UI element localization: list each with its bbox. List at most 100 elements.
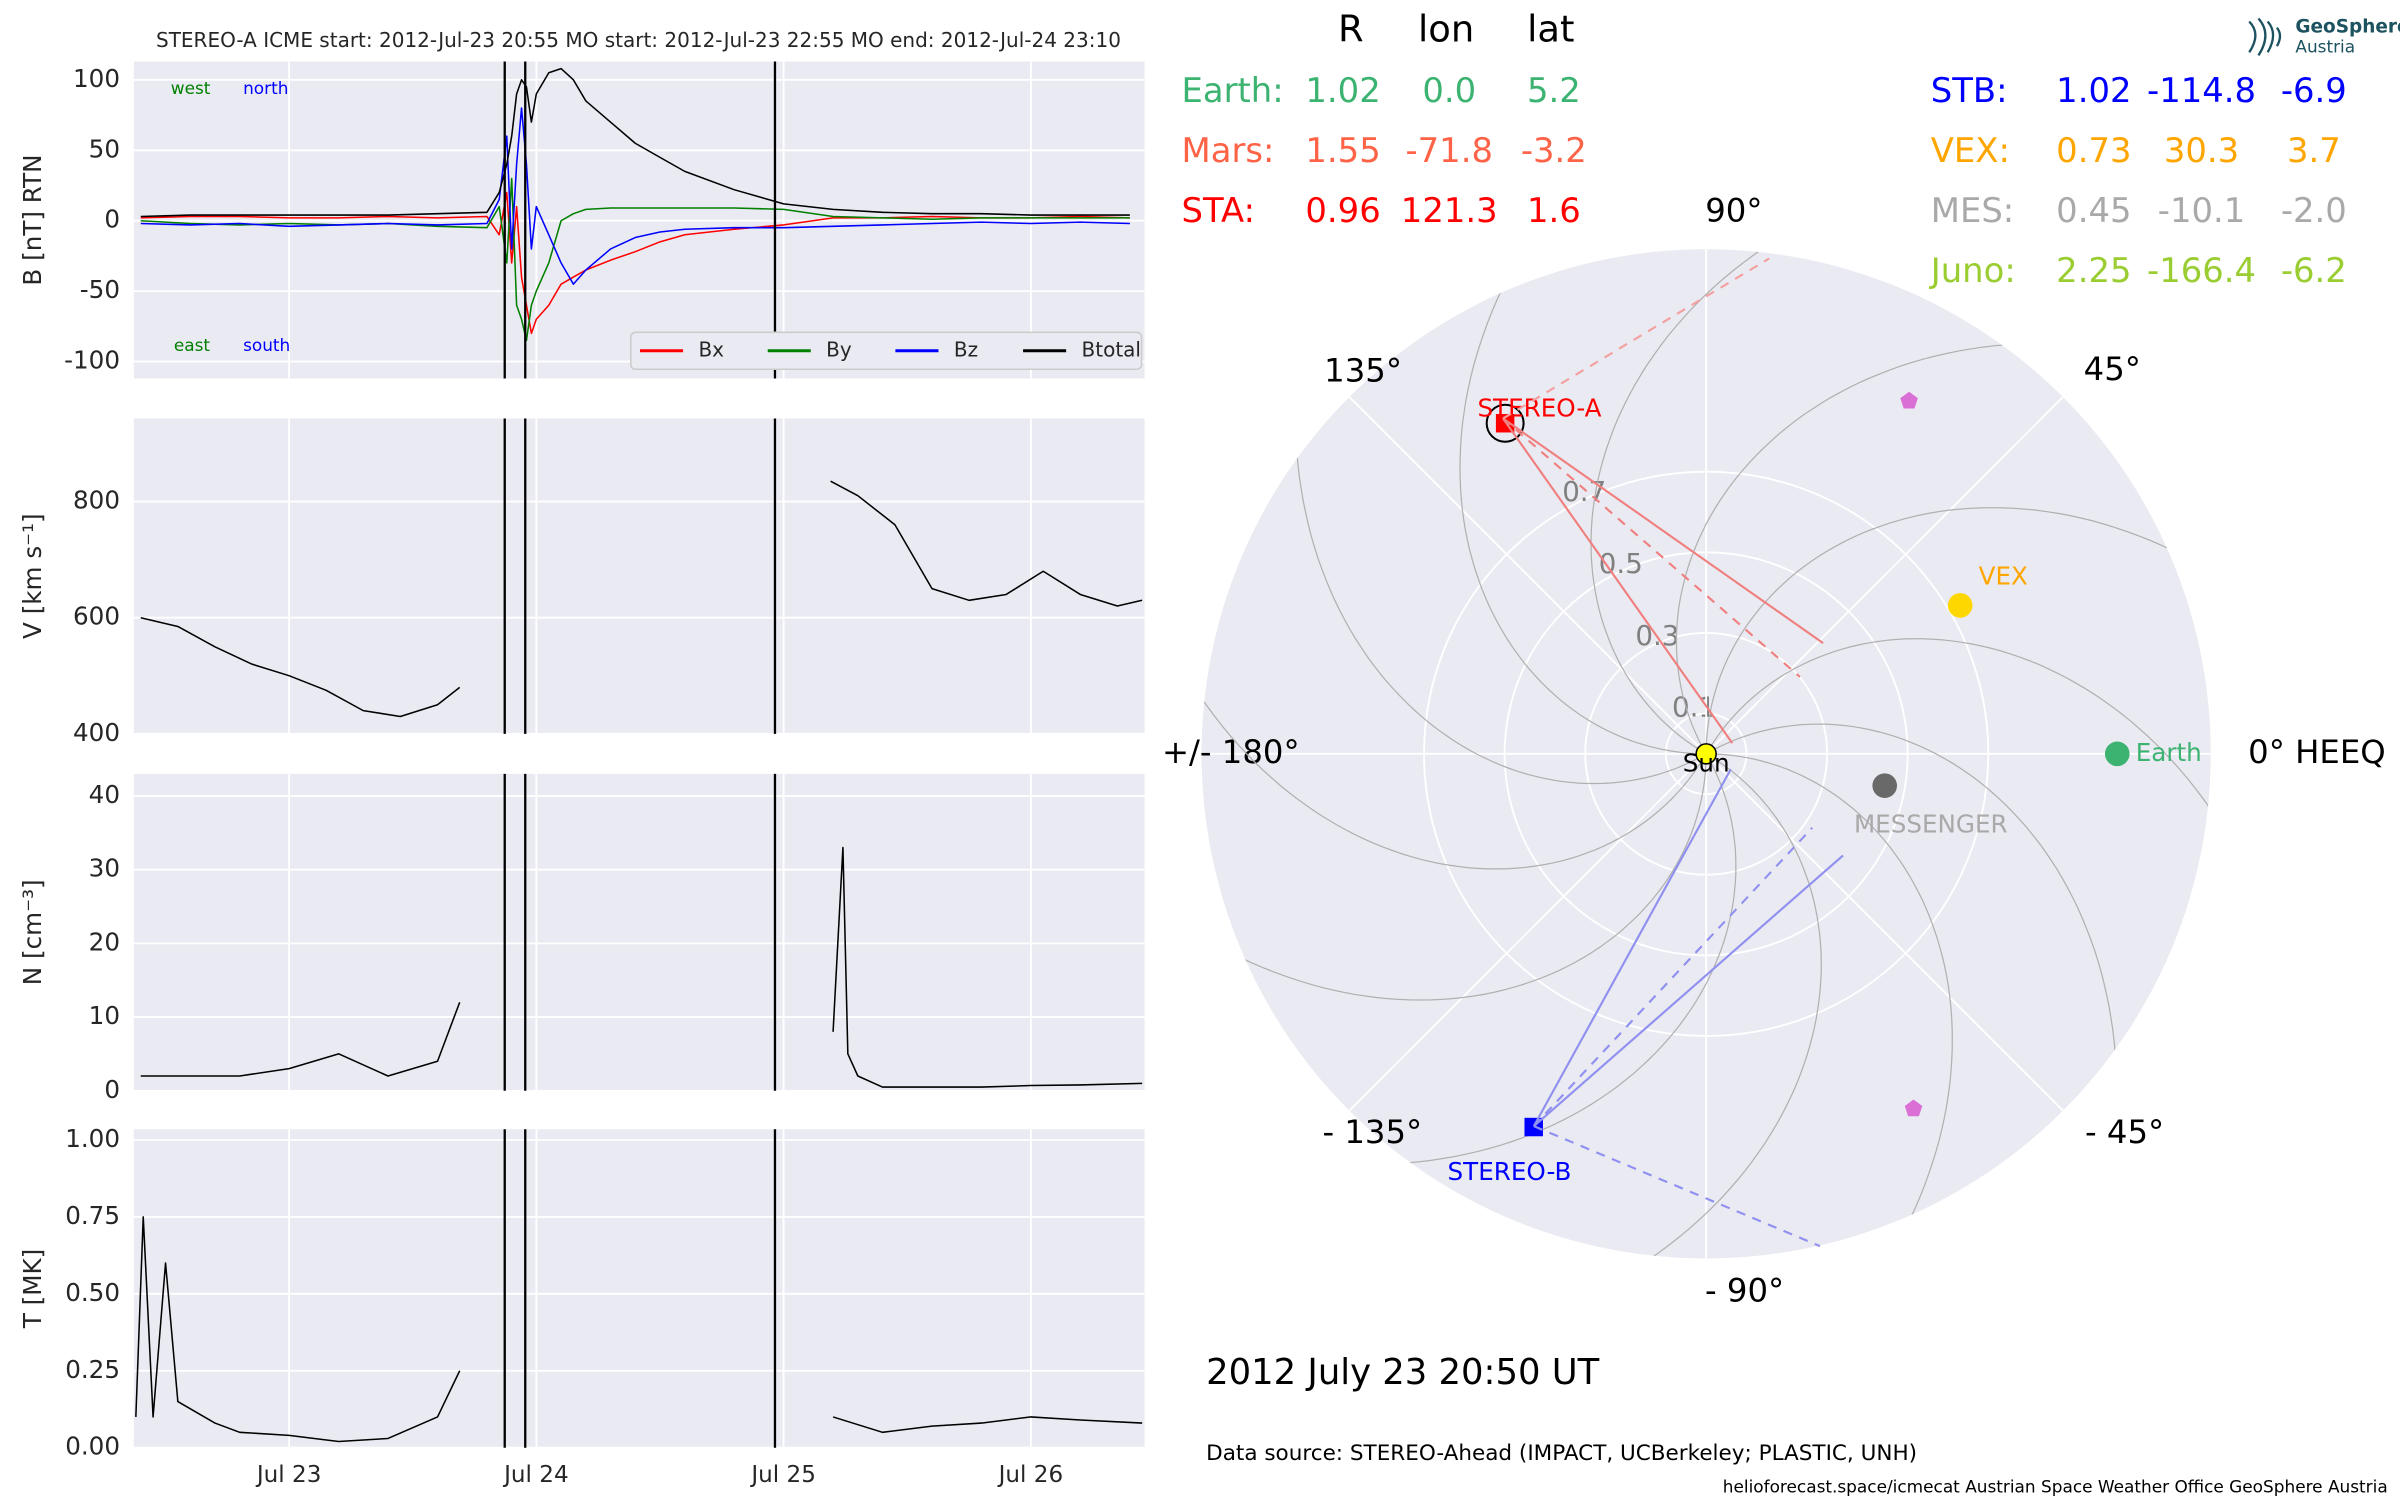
body-marker [1695, 743, 1717, 765]
x-tick-label: Jul 25 [749, 1462, 816, 1488]
spiral-line [1706, 753, 1953, 1259]
theta-tick-label: - 135° [1322, 1113, 1422, 1151]
fov-line [1502, 417, 1734, 744]
marker [1904, 1099, 1923, 1117]
y-axis-label: T [MK] [18, 1249, 47, 1329]
y-tick-label: 50 [89, 134, 120, 163]
table-row-name: MES: [1931, 191, 2014, 230]
table-row-name: STB: [1931, 71, 2008, 110]
plot-background [133, 1129, 1145, 1448]
x-tick-label: Jul 24 [502, 1462, 569, 1488]
data-line [135, 1216, 1143, 1443]
y-axis-label: N [cm⁻³] [18, 879, 47, 985]
body-marker [2104, 741, 2130, 767]
table-row-name: VEX: [1931, 131, 2010, 170]
highlight-ring [1485, 403, 1525, 443]
y-tick-label: 40 [89, 780, 120, 809]
table-cell: 1.02 [1305, 71, 1380, 110]
data-line [140, 480, 1143, 718]
table-cell: 1.02 [2056, 71, 2131, 110]
y-tick-label: 0.75 [65, 1201, 120, 1230]
panel: Jul 23 Jul 24 Jul 25 Jul 26 0.00 0.25 0.50 0.75… [18, 1124, 1145, 1488]
body-marker [1872, 773, 1898, 798]
fov-line [1502, 417, 1824, 644]
spiral-line [1705, 507, 2211, 754]
body-label: STEREO-A [1477, 393, 1601, 422]
spiral-line [1459, 249, 1707, 755]
body-label: Earth [2136, 738, 2202, 767]
theta-tick-label: +/- 180° [1162, 733, 1300, 771]
legend-label: By [826, 337, 852, 361]
grid-spoke [1705, 396, 2064, 755]
table-cell: 2.25 [2056, 251, 2131, 290]
table-cell: 0.45 [2056, 191, 2131, 230]
legend-label: Bz [954, 337, 978, 361]
y-tick-label: 0.25 [65, 1355, 120, 1384]
body-label: STEREO-B [1448, 1157, 1572, 1186]
annotation: north [243, 78, 288, 98]
body-label: MESSENGER [1854, 810, 2008, 839]
y-tick-label: 0 [104, 1075, 120, 1104]
table-row-name: Juno: [1929, 251, 2016, 290]
table-cell: 0.96 [1305, 191, 1380, 230]
table-cell: -2.0 [2281, 191, 2347, 230]
legend-label: Bx [698, 337, 724, 361]
y-tick-label: 100 [73, 64, 120, 93]
x-tick-label: Jul 23 [255, 1462, 322, 1488]
y-tick-label: 600 [73, 602, 120, 631]
table-cell: 30.3 [2164, 131, 2239, 170]
y-tick-label: 0 [104, 205, 120, 234]
panel: 0 10 20 30 40 N [cm⁻³] [18, 773, 1145, 1104]
marker [1900, 391, 1918, 409]
fov-line [1533, 854, 1844, 1127]
grid-spoke [1348, 396, 1707, 755]
panel: 400 600 800 V [km s⁻¹] [18, 418, 1145, 747]
y-tick-label: 1.00 [65, 1124, 120, 1153]
spiral-line [1705, 638, 2211, 1038]
spiral-line [1590, 249, 1991, 755]
table-cell: -3.2 [1521, 131, 1587, 170]
table-cell: -71.8 [1405, 131, 1493, 170]
y-tick-label: -50 [80, 275, 120, 304]
annotation: south [243, 335, 290, 355]
y-tick-label: 20 [89, 927, 120, 956]
theta-tick-label: 90° [1705, 191, 1762, 229]
logo: GeoSphere Austria [2248, 17, 2400, 57]
spiral-line [1201, 469, 1707, 870]
fov-line [1533, 1125, 1821, 1248]
table-cell: -114.8 [2147, 71, 2256, 110]
table-cell: -6.9 [2281, 71, 2347, 110]
y-tick-label: 30 [89, 854, 120, 883]
panel: -100 -50 0 50 100 B [nT] RTN STEREO-A ICME sta… [18, 28, 1145, 379]
fov-line [1502, 417, 1801, 678]
logo-icon [2248, 17, 2282, 57]
y-tick-label: 0.50 [65, 1278, 120, 1307]
r-tick-label: 0.7 [1562, 475, 1606, 508]
grid-spoke [1348, 753, 1707, 1112]
table-cell: -166.4 [2147, 251, 2256, 290]
panel-title: STEREO-A ICME start: 2012-Jul-23 20:55 M… [156, 28, 1121, 52]
body-label: Sun [1683, 749, 1730, 778]
table-cell: 121.3 [1401, 191, 1498, 230]
legend-box [630, 331, 1143, 370]
logo-text: GeoSphere [2295, 17, 2400, 38]
x-tick-label: Jul 26 [997, 1462, 1064, 1488]
grid-spoke [1705, 753, 2064, 1112]
table-cell: 5.2 [1527, 71, 1581, 110]
table-header: lon [1418, 7, 1474, 50]
body-label: VEX [1979, 562, 2028, 591]
fov-line [1533, 826, 1814, 1127]
table-row-name: Earth: [1182, 71, 1284, 110]
table-row-name: Mars: [1182, 131, 1275, 170]
table-cell: 1.55 [1305, 131, 1380, 170]
y-tick-label: 10 [89, 1001, 120, 1030]
table-row-name: STA: [1182, 191, 1255, 230]
fov-line [1502, 257, 1770, 420]
spiral-line [1422, 753, 1822, 1259]
theta-tick-label: 0° HEEQ [2248, 733, 2385, 771]
plot-background [133, 773, 1145, 1091]
y-tick-label: 0.00 [65, 1432, 120, 1461]
legend-label: Btotal [1082, 337, 1141, 361]
